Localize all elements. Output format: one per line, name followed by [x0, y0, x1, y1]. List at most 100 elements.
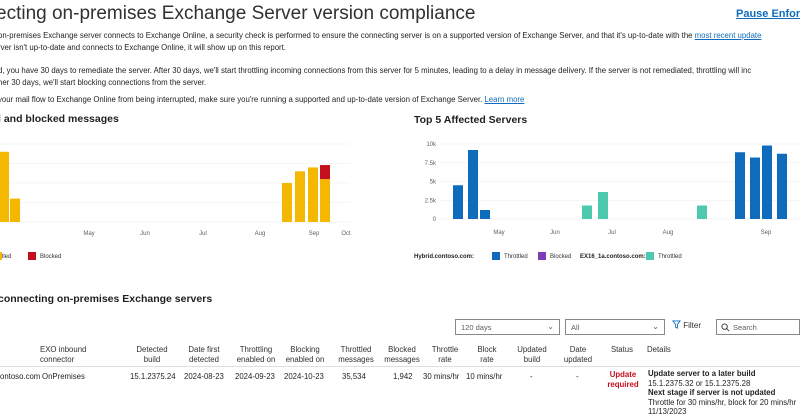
x-tick-jul: Jul — [199, 231, 207, 237]
cell-block-rate: 10 mins/hr — [466, 372, 503, 381]
col-detected-build[interactable]: Detected build — [136, 345, 168, 364]
right-chart-heading: Top 5 Affected Servers — [414, 114, 528, 126]
y-tick-1: 7.5k — [425, 161, 437, 167]
status-badge: Update required — [606, 370, 640, 390]
col-throttling-enabled[interactable]: Throttling enabled on — [236, 345, 276, 364]
blocked-bar-13 — [320, 165, 330, 180]
x-tick-oct: Oct — [341, 231, 351, 237]
cell-throttle-rate: 30 mins/hr — [423, 372, 460, 381]
details-date: 11/13/2023 — [648, 407, 687, 416]
col-date-updated[interactable]: Date updated — [563, 345, 593, 364]
col-date-first-detected[interactable]: Date first detected — [188, 345, 220, 364]
x-tick-jul: Jul — [608, 230, 616, 236]
cell-throttling-enabled: 2024-09-23 — [235, 372, 275, 381]
header-divider — [0, 366, 800, 367]
intro-line2-text: rver isn't up-to-date and connects to Ex… — [0, 42, 286, 52]
legend-server1-throttled-label: Throttled — [504, 254, 528, 260]
chevron-down-icon: ⌄ — [547, 322, 554, 331]
intro-paragraph-2: d, you have 30 days to remediate the ser… — [0, 65, 751, 88]
details-next-stage: Next stage if server is not updated — [648, 388, 776, 397]
cell-date-updated: - — [576, 372, 579, 381]
page-title: ecting on-premises Exchange Server versi… — [0, 3, 476, 24]
x-tick-sep: Sep — [309, 231, 320, 237]
learn-more-link[interactable]: Learn more — [484, 95, 525, 104]
pause-enforcement-link[interactable]: Pause Enforce — [736, 8, 800, 20]
throttled-bar-11 — [295, 171, 305, 222]
bar-s0-2 — [480, 210, 490, 219]
cell-date-first-detected: 2024-08-23 — [184, 372, 224, 381]
x-tick-jun: Jun — [140, 231, 150, 237]
scope-dropdown[interactable]: All ⌄ — [565, 319, 665, 335]
col-connector[interactable]: EXO inbound connector — [40, 345, 87, 364]
legend-server1-blocked-label: Blocked — [550, 254, 571, 260]
y-tick-4: 0 — [433, 217, 437, 223]
right-chart-gridlines — [440, 143, 800, 220]
left-chart-legend: ttled Blocked — [0, 252, 61, 260]
details-throttle: Throttle for 30 mins/hr, block for 20 mi… — [648, 397, 797, 407]
col-updated-build[interactable]: Updated build — [517, 345, 547, 364]
legend-server2-throttled-label: Throttled — [658, 254, 682, 260]
bar-s0-11 — [750, 157, 760, 219]
search-icon — [721, 323, 730, 332]
right-chart-legend: Hybrid.contoso.com: Throttled Blocked EX… — [414, 252, 682, 260]
details-title: Update server to a later build — [648, 369, 756, 378]
left-chart: May Jun Jul Aug Sep Oct ttled Blocked — [0, 143, 351, 260]
left-chart-heading: l and blocked messages — [0, 113, 119, 125]
cell-blocking-enabled: 2024-10-23 — [284, 372, 324, 381]
x-tick-may: May — [83, 231, 94, 237]
right-chart: 10k 7.5k 5k 2.5k 0 May Jun Jul Aug Sep Hybrid.co… — [414, 142, 800, 260]
right-chart-y-ticks: 10k 7.5k 5k 2.5k 0 — [425, 142, 437, 223]
bar-s0-1 — [468, 150, 478, 219]
date-range-dropdown[interactable]: 120 days ⌄ — [455, 319, 560, 335]
col-status[interactable]: Status — [610, 345, 634, 354]
col-throttled-messages[interactable]: Throttled messages — [338, 345, 374, 364]
legend-blocked-swatch — [28, 252, 36, 260]
y-tick-0: 10k — [426, 142, 437, 148]
bar-s1-3 — [582, 205, 592, 219]
search-placeholder: Search — [733, 323, 757, 332]
cell-throttled-messages: 35,534 — [342, 372, 366, 381]
x-tick-sep: Sep — [761, 230, 772, 236]
col-details[interactable]: Details — [647, 345, 671, 354]
cell-blocked-messages: 1,942 — [393, 372, 413, 381]
col-throttle-rate[interactable]: Throttle rate — [431, 345, 459, 364]
intro-line1-text: on-premises Exchange server connects to … — [0, 31, 695, 40]
bar-s0-10 — [735, 152, 745, 219]
legend-blocked-label: Blocked — [40, 254, 61, 260]
right-chart-bars — [453, 145, 787, 219]
scope-value: All — [571, 323, 580, 332]
cell-updated-build: - — [530, 372, 533, 381]
cell-detected-build: 15.1.2375.24 — [130, 372, 176, 381]
bar-s0-12 — [762, 145, 772, 219]
throttled-bar-12 — [308, 167, 318, 222]
throttled-bar-0 — [0, 151, 9, 222]
cell-connector: OnPremises — [42, 372, 85, 381]
filter-label: Filter — [683, 321, 702, 330]
status-text: Update required — [607, 370, 639, 389]
intro-line4-text: her 30 days, we'll start blocking connec… — [0, 77, 207, 87]
most-recent-update-link[interactable]: most recent update — [694, 31, 762, 40]
bar-s1-4 — [598, 192, 608, 219]
right-chart-x-ticks: May Jun Jul Aug Sep — [493, 230, 772, 236]
filter-icon — [672, 320, 681, 329]
intro-paragraph-3: your mail flow to Exchange Online from b… — [0, 94, 524, 106]
intro-line5-text: your mail flow to Exchange Online from b… — [0, 95, 485, 104]
servers-section-heading: connecting on-premises Exchange servers — [0, 293, 213, 305]
details-builds: 15.1.2375.32 or 15.1.2375.28 — [648, 378, 751, 388]
throttled-bar-10 — [282, 183, 292, 222]
cell-server: ontoso.com — [0, 372, 41, 381]
legend-server2-label: EX16_1a.contoso.com: — [580, 254, 646, 260]
x-tick-jun: Jun — [550, 230, 560, 236]
col-blocking-enabled[interactable]: Blocking enabled on — [285, 345, 325, 364]
legend-server1-label: Hybrid.contoso.com: — [414, 254, 474, 260]
intro-paragraph-1: on-premises Exchange server connects to … — [0, 30, 761, 53]
cell-details: Update server to a later build 15.1.2375… — [648, 369, 796, 417]
filter-button[interactable]: Filter — [672, 320, 701, 330]
legend-server2-throttled-swatch — [646, 252, 654, 260]
legend-throttled-label: ttled — [0, 254, 11, 260]
col-block-rate[interactable]: Block rate — [477, 345, 497, 364]
throttled-bar-13 — [320, 179, 330, 222]
col-blocked-messages[interactable]: Blocked messages — [384, 345, 420, 364]
date-range-value: 120 days — [461, 323, 492, 332]
search-input[interactable]: Search — [716, 319, 800, 335]
